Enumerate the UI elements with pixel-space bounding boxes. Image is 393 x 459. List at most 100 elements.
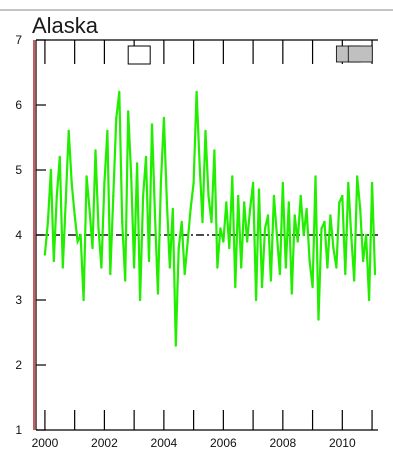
data-point xyxy=(373,272,377,276)
data-point xyxy=(82,298,85,302)
data-point xyxy=(278,272,282,276)
data-point xyxy=(305,207,308,211)
data-point xyxy=(269,279,273,282)
data-point xyxy=(323,220,326,224)
data-point xyxy=(302,233,305,237)
hollow-box-marker xyxy=(127,45,151,65)
data-point xyxy=(118,90,121,94)
data-point xyxy=(355,175,359,178)
y-tick-label: 6 xyxy=(15,98,22,112)
data-point xyxy=(275,233,279,237)
plot-area: 1 2 3 4 5 6 7 2000 2002 2004 2006 2008 2010 xyxy=(0,9,393,450)
y-tick-label: 7 xyxy=(15,33,22,47)
data-point xyxy=(195,90,198,94)
data-point xyxy=(219,227,222,230)
data-point xyxy=(263,227,267,230)
data-point xyxy=(165,201,169,204)
data-point xyxy=(106,129,109,133)
data-point xyxy=(201,220,204,224)
data-point xyxy=(58,155,61,159)
x-tick-label: 2000 xyxy=(32,436,59,450)
data-point xyxy=(159,181,163,185)
data-point xyxy=(234,285,237,289)
data-point xyxy=(100,266,103,269)
data-point xyxy=(335,266,338,269)
y-tick-label: 5 xyxy=(15,163,22,177)
data-point xyxy=(248,207,252,211)
data-point xyxy=(213,149,216,152)
data-point xyxy=(311,285,314,289)
data-point xyxy=(251,181,255,185)
chart-title: Alaska xyxy=(32,13,99,38)
data-point xyxy=(361,259,365,263)
data-point xyxy=(126,110,130,113)
data-point xyxy=(260,285,264,289)
data-point xyxy=(326,266,329,269)
data-point xyxy=(52,259,56,263)
data-point xyxy=(210,220,213,224)
data-point xyxy=(156,292,160,295)
data-point xyxy=(367,298,371,302)
data-point xyxy=(216,266,219,269)
data-point xyxy=(109,272,112,276)
data-point xyxy=(46,220,50,224)
data-point xyxy=(147,259,151,263)
data-point xyxy=(144,155,148,159)
data-point xyxy=(287,201,290,204)
data-point xyxy=(49,168,53,172)
data-point xyxy=(94,149,97,152)
data-point xyxy=(296,240,299,243)
data-point xyxy=(293,214,296,217)
data-point xyxy=(76,240,79,243)
data-point xyxy=(61,266,64,269)
data-point xyxy=(341,194,344,198)
data-point xyxy=(73,214,76,217)
data-point xyxy=(204,129,207,133)
x-tick-label: 2008 xyxy=(269,436,296,450)
data-point xyxy=(284,266,288,269)
data-point xyxy=(171,207,174,211)
data-point xyxy=(85,175,88,178)
data-point xyxy=(64,201,67,204)
data-point xyxy=(121,220,124,224)
x-tick-label: 2004 xyxy=(151,436,178,450)
data-point xyxy=(132,266,136,269)
x-tick-label: 2006 xyxy=(210,436,237,450)
data-point xyxy=(245,240,249,243)
data-point xyxy=(55,194,59,198)
data-point xyxy=(97,227,100,230)
data-point xyxy=(228,246,231,250)
data-point xyxy=(281,181,285,185)
data-point xyxy=(91,246,94,250)
y-tick-label: 4 xyxy=(15,228,22,242)
data-point xyxy=(254,298,258,302)
data-point xyxy=(240,266,243,269)
data-point xyxy=(347,181,350,185)
y-tick-label: 2 xyxy=(15,358,22,372)
data-point xyxy=(290,292,293,295)
data-point xyxy=(70,181,73,185)
data-point xyxy=(88,207,91,211)
data-point xyxy=(299,194,302,198)
data-point xyxy=(225,201,228,204)
data-point xyxy=(207,194,210,198)
data-point xyxy=(317,318,320,321)
data-point xyxy=(174,344,177,347)
x-tick-label: 2002 xyxy=(91,436,118,450)
data-point xyxy=(177,246,180,250)
data-point xyxy=(320,227,323,230)
data-point xyxy=(364,233,368,237)
data-point xyxy=(43,253,47,256)
data-point xyxy=(162,116,166,120)
data-point xyxy=(168,266,172,269)
data-point xyxy=(329,214,332,217)
filled-box-marker xyxy=(347,45,373,63)
data-point xyxy=(242,201,246,204)
data-point xyxy=(370,181,374,185)
data-point xyxy=(180,220,183,224)
data-point xyxy=(353,279,356,282)
series-line xyxy=(43,91,377,346)
data-point xyxy=(124,279,127,282)
data-point xyxy=(314,175,317,178)
x-tick-label: 2010 xyxy=(329,436,356,450)
